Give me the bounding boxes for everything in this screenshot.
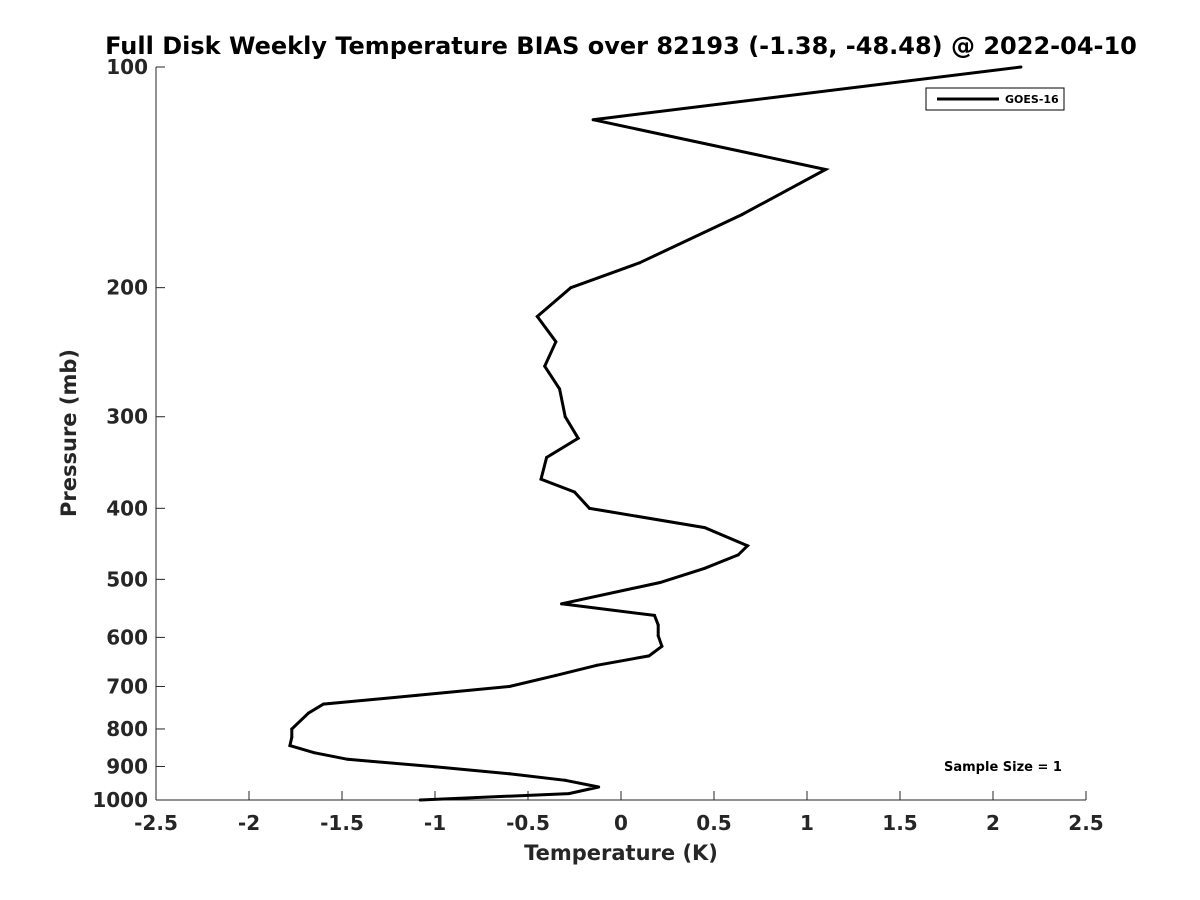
x-tick-label: 1 <box>800 811 814 835</box>
x-tick-label: -1 <box>424 811 446 835</box>
x-ticks: -2.5 -2 -1.5 -1 -0.5 0 0.5 1 1.5 2 2.5 <box>134 791 1104 835</box>
y-tick-label: 500 <box>106 567 148 591</box>
x-tick-label: -0.5 <box>506 811 550 835</box>
x-tick-label: -2.5 <box>134 811 178 835</box>
data-point <box>535 315 539 319</box>
data-point <box>563 778 567 782</box>
data-point <box>595 663 599 667</box>
data-point <box>321 702 325 706</box>
legend: GOES-16 <box>925 87 1065 111</box>
data-point <box>507 684 511 688</box>
series-line-goes-16 <box>288 65 1022 802</box>
data-point <box>824 168 828 172</box>
legend-label: GOES-16 <box>1005 93 1059 106</box>
data-point <box>569 286 573 290</box>
y-tick-label: 300 <box>106 405 148 429</box>
data-point <box>545 456 549 460</box>
data-point <box>658 581 662 585</box>
data-point <box>740 213 744 217</box>
data-point <box>307 711 311 715</box>
y-tick-label: 900 <box>106 754 148 778</box>
data-point <box>647 654 651 658</box>
data-point <box>591 118 595 122</box>
data-point <box>554 673 558 677</box>
chart-title: Full Disk Weekly Temperature BIAS over 8… <box>105 32 1137 60</box>
data-point <box>567 792 571 796</box>
y-ticks: 100 200 300 400 500 600 700 800 900 1000 <box>92 55 165 812</box>
series-points <box>288 65 1023 802</box>
data-point <box>290 735 294 739</box>
data-point <box>507 772 511 776</box>
x-tick-label: 0.5 <box>696 811 731 835</box>
y-tick-label: 400 <box>106 496 148 520</box>
data-point <box>563 415 567 419</box>
data-point <box>312 751 316 755</box>
y-tick-label: 200 <box>106 276 148 300</box>
data-point <box>660 644 664 648</box>
sample-size-annotation: Sample Size = 1 <box>944 760 1062 775</box>
y-tick-label: 700 <box>106 674 148 698</box>
data-point <box>745 544 749 548</box>
x-tick-label: -1.5 <box>320 811 364 835</box>
data-point <box>703 526 707 530</box>
x-tick-label: 0 <box>614 811 628 835</box>
x-tick-label: -2 <box>238 811 260 835</box>
y-tick-label: 600 <box>106 625 148 649</box>
data-point <box>346 757 350 761</box>
data-point <box>418 798 422 802</box>
data-point <box>638 261 642 265</box>
x-tick-label: 2 <box>986 811 1000 835</box>
y-tick-label: 100 <box>106 55 148 79</box>
data-point <box>558 387 562 391</box>
data-point <box>1019 65 1023 69</box>
data-point <box>539 477 543 481</box>
data-point <box>576 436 580 440</box>
data-point <box>652 613 656 617</box>
data-point <box>703 566 707 570</box>
data-point <box>573 490 576 494</box>
x-axis-label: Temperature (K) <box>524 841 718 865</box>
data-point <box>433 765 437 769</box>
data-point <box>290 727 294 731</box>
data-point <box>559 602 563 606</box>
data-point <box>587 506 591 510</box>
x-tick-label: 2.5 <box>1068 811 1103 835</box>
plot-area <box>156 67 1086 800</box>
data-point <box>554 340 558 344</box>
y-tick-label: 1000 <box>92 788 148 812</box>
x-tick-label: 1.5 <box>882 811 917 835</box>
y-tick-label: 800 <box>106 717 148 741</box>
data-point <box>543 364 547 368</box>
data-point <box>656 634 660 638</box>
data-point <box>736 553 740 557</box>
data-point <box>656 623 660 627</box>
data-point <box>414 693 418 697</box>
y-axis-label: Pressure (mb) <box>57 349 81 517</box>
data-point <box>288 744 292 748</box>
data-point <box>597 785 601 789</box>
